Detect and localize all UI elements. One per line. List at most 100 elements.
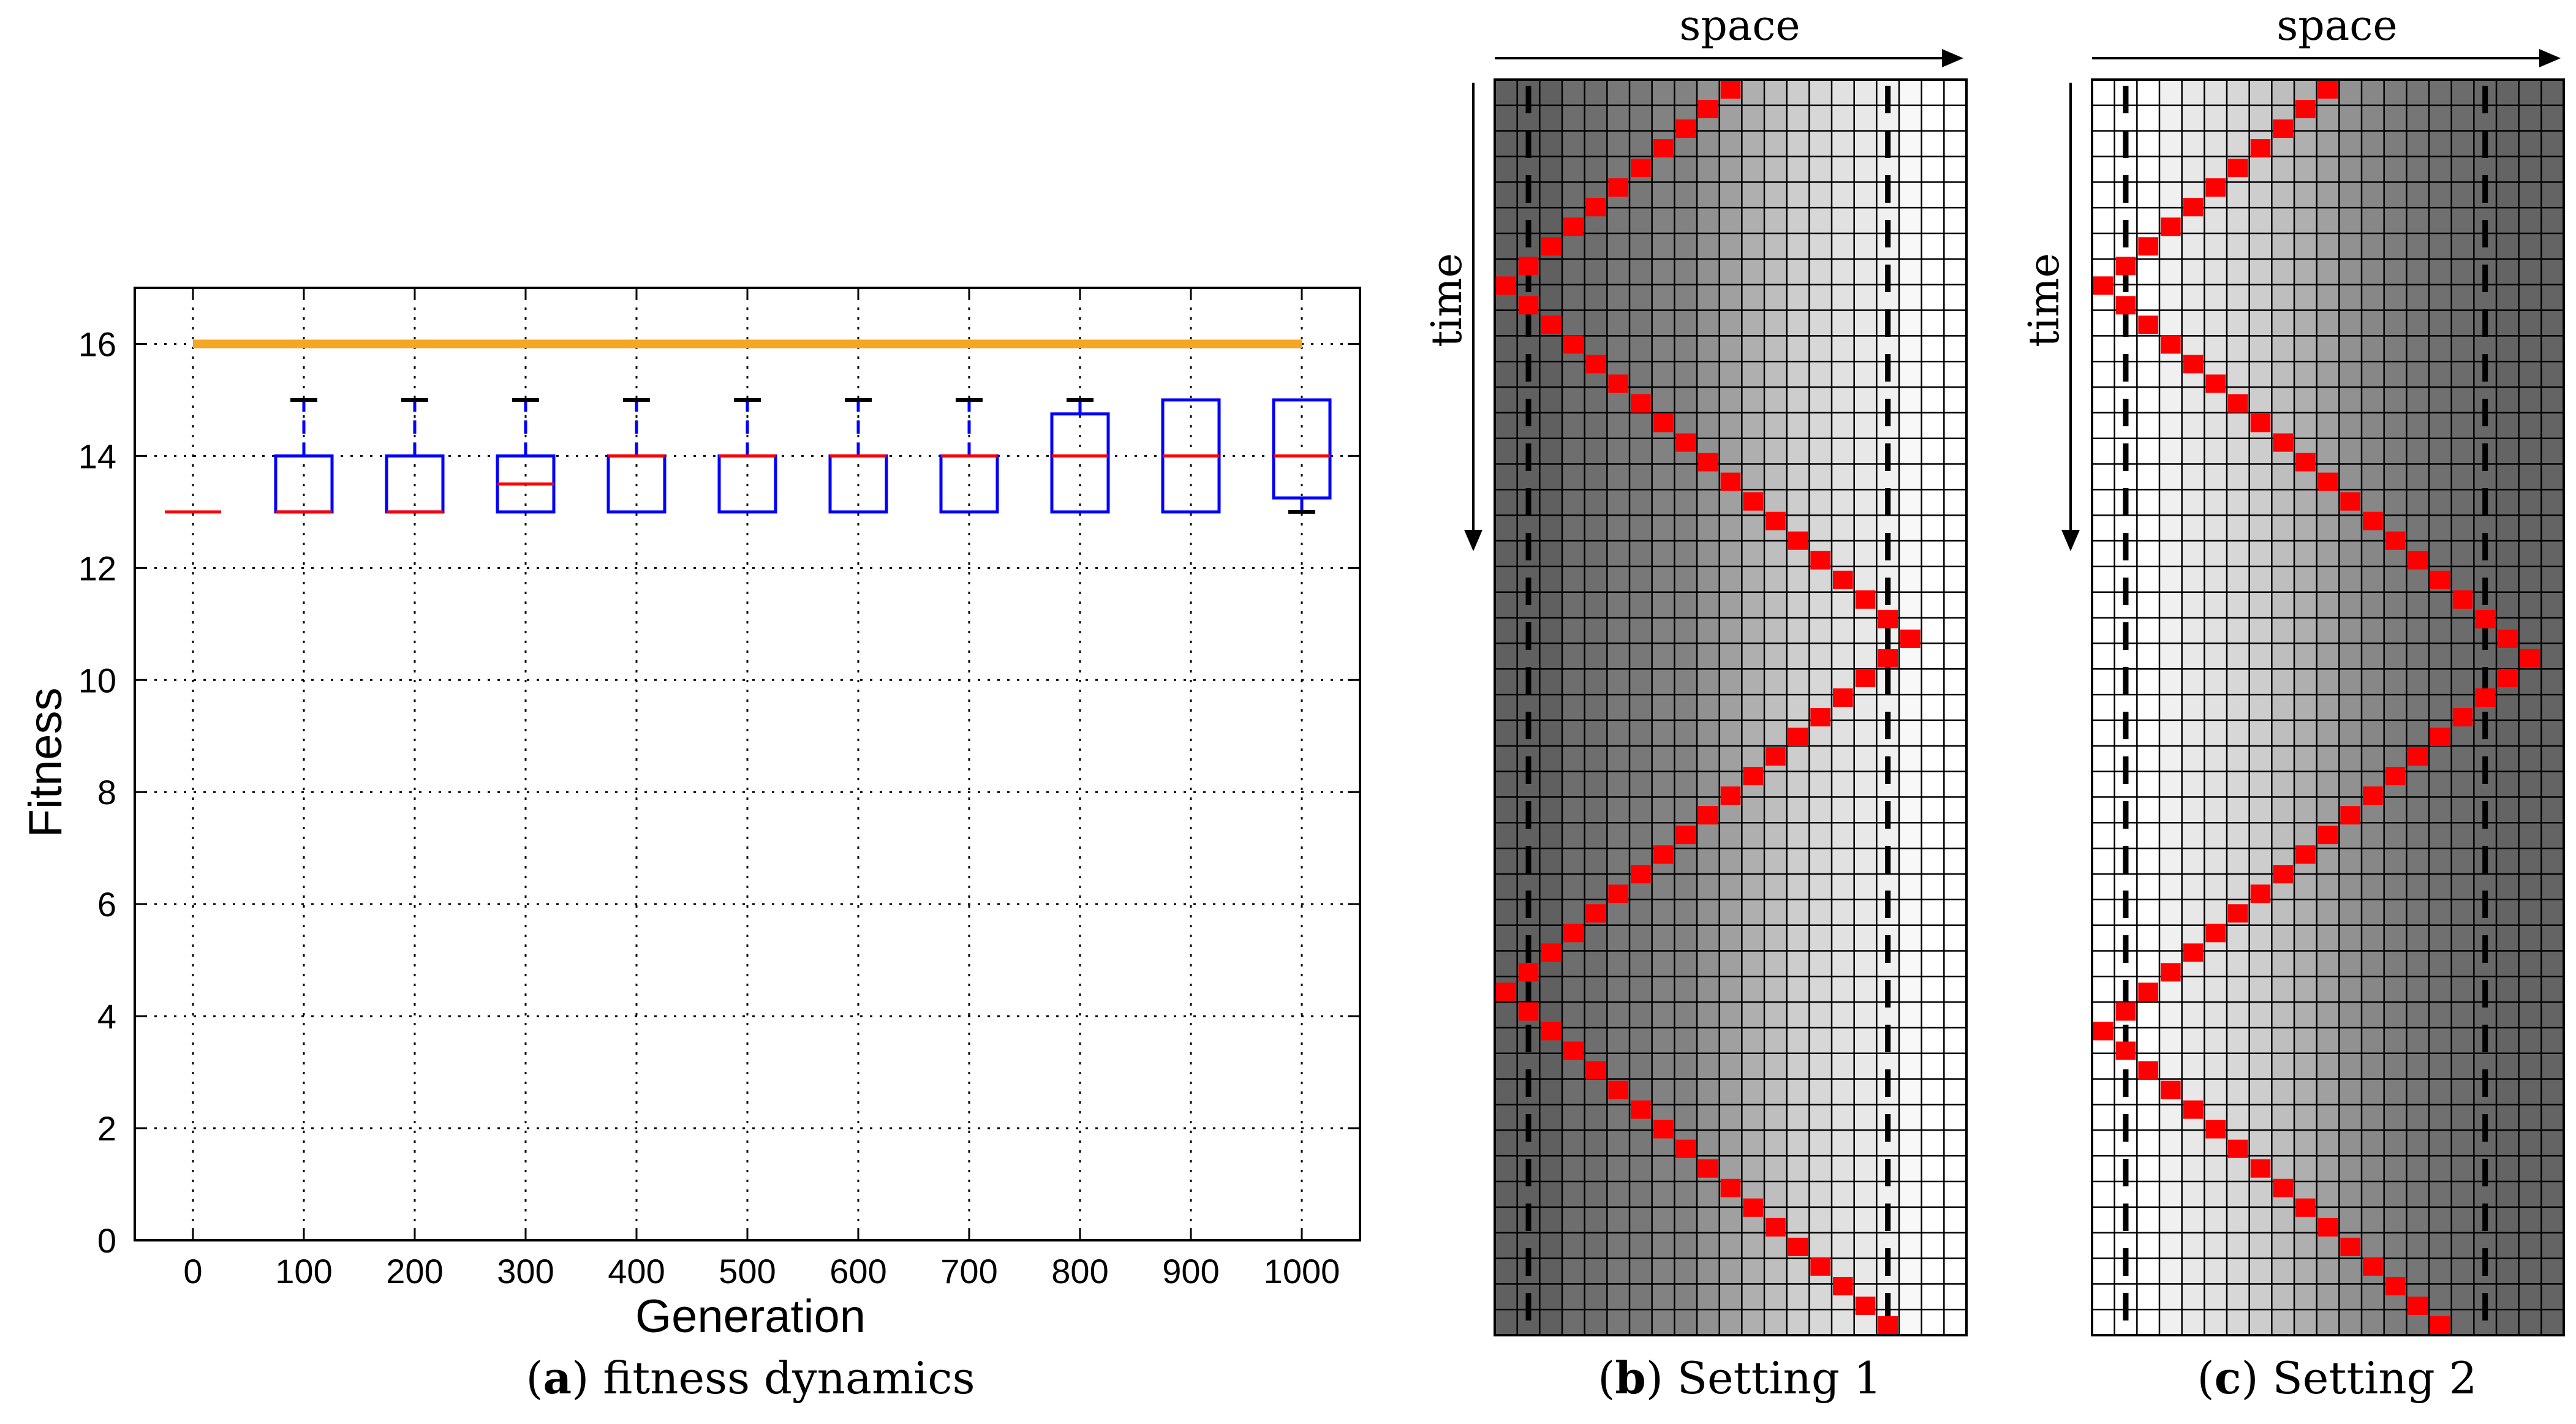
- trajectory-cell: [1631, 865, 1651, 884]
- trajectory-cell: [2115, 1041, 2136, 1060]
- trajectory-cell: [2228, 159, 2248, 178]
- column-shade: [1921, 80, 1944, 1335]
- caption-b-letter: b: [1615, 1352, 1645, 1404]
- trajectory-cell: [2475, 609, 2495, 628]
- trajectory-cell: [2205, 1120, 2226, 1139]
- trajectory-cell: [1743, 492, 1763, 511]
- column-shade: [1495, 80, 1518, 1335]
- grid-frame: [1494, 78, 1968, 1336]
- trajectory-cell: [1585, 1061, 1606, 1080]
- space-axis-label: space: [2276, 2, 2397, 50]
- trajectory-cell: [2273, 119, 2293, 138]
- trajectory-cell: [2228, 394, 2248, 413]
- column-shade: [1764, 80, 1788, 1335]
- trajectory-cell: [2317, 80, 2338, 99]
- trajectory-cell: [2250, 413, 2271, 432]
- trajectory-cell: [1833, 570, 1853, 589]
- column-shade: [1652, 80, 1675, 1335]
- column-shade: [1584, 80, 1607, 1335]
- time-axis-label: time: [2020, 253, 2069, 347]
- trajectory-cell: [2385, 531, 2406, 550]
- column-shade: [2541, 80, 2564, 1335]
- trajectory-cell: [1518, 963, 1539, 982]
- column-shade: [1742, 80, 1765, 1335]
- trajectory-cell: [1698, 453, 1718, 472]
- trajectory-cell: [2363, 1257, 2383, 1276]
- trajectory-cell: [1608, 374, 1628, 393]
- trajectory-cell: [2183, 355, 2204, 374]
- trajectory-cell: [1608, 884, 1628, 903]
- trajectory-cell: [1766, 747, 1786, 766]
- column-shade: [1539, 80, 1563, 1335]
- caption-c: (c) Setting 2: [2197, 1352, 2477, 1404]
- trajectory-cell: [2385, 1276, 2406, 1295]
- space-axis-label: space: [1679, 2, 1800, 50]
- x-axis-title: Generation: [635, 1290, 866, 1343]
- trajectory-cell: [2093, 1022, 2113, 1041]
- x-tick-label: 0: [183, 1252, 202, 1290]
- trajectory-cell: [2250, 139, 2271, 158]
- trajectory-cell: [2295, 453, 2316, 472]
- trajectory-cell: [1631, 394, 1651, 413]
- trajectory-cell: [2115, 257, 2136, 276]
- caption-a-text: fitness dynamics: [603, 1352, 975, 1404]
- column-shade: [1944, 80, 1967, 1335]
- column-shade: [2451, 80, 2474, 1335]
- trajectory-cell: [2317, 472, 2338, 491]
- time-arrow-head: [1464, 530, 1483, 551]
- box-body: [1272, 398, 1332, 500]
- trajectory-cell: [2408, 747, 2428, 766]
- column-shade: [2316, 80, 2340, 1335]
- column-shade: [2181, 80, 2205, 1335]
- trajectory-cell: [1585, 904, 1606, 923]
- trajectory-cell: [2273, 865, 2293, 884]
- column-shade: [1854, 80, 1877, 1335]
- space-time-grid: [2091, 78, 2565, 1336]
- trajectory-cell: [1810, 708, 1830, 727]
- trajectory-cell: [1563, 1041, 1584, 1060]
- trajectory-cell: [2520, 649, 2540, 668]
- trajectory-cell: [1541, 1022, 1561, 1041]
- trajectory-cell: [1743, 767, 1763, 786]
- trajectory-cell: [2295, 100, 2316, 119]
- time-arrow-head: [2061, 530, 2080, 551]
- trajectory-cell: [2183, 198, 2204, 217]
- trajectory-cell: [2115, 296, 2136, 315]
- column-shade: [1562, 80, 1585, 1335]
- column-shade: [2518, 80, 2542, 1335]
- column-shade: [2092, 80, 2115, 1335]
- trajectory-cell: [2498, 668, 2518, 687]
- x-tick-label: 600: [829, 1252, 886, 1290]
- panel-b-setting-1: space time (b) Setting 1: [1423, 2, 1968, 1404]
- trajectory-cell: [2205, 924, 2226, 943]
- y-axis-title: Fitness: [20, 688, 72, 838]
- trajectory-cell: [1653, 413, 1674, 432]
- space-time-grid: [1494, 78, 1968, 1336]
- trajectory-cell: [1766, 511, 1786, 530]
- x-tick-label: 800: [1051, 1252, 1108, 1290]
- trajectory-cell: [2161, 335, 2181, 354]
- trajectory-cell: [2115, 1002, 2136, 1021]
- trajectory-cell: [1563, 335, 1584, 354]
- grid-frame: [2091, 78, 2565, 1336]
- trajectory-cell: [1675, 119, 1696, 138]
- column-shade: [2137, 80, 2160, 1335]
- trajectory-cell: [2430, 570, 2450, 589]
- column-shade: [2204, 80, 2227, 1335]
- trajectory-cell: [2228, 1139, 2248, 1158]
- trajectory-cell: [2408, 1296, 2428, 1315]
- trajectory-cell: [1878, 1316, 1898, 1335]
- trajectory-cell: [2385, 767, 2406, 786]
- trajectory-cell: [2250, 1159, 2271, 1178]
- box-100: [274, 397, 334, 514]
- trajectory-cell: [2093, 276, 2113, 295]
- y-tick-label: 0: [97, 1221, 116, 1260]
- box-1000: [1272, 398, 1332, 514]
- trajectory-cell: [2430, 1316, 2450, 1335]
- trajectory-cell: [2363, 786, 2383, 805]
- trajectory-cell: [2205, 178, 2226, 197]
- column-shade: [1899, 80, 1922, 1335]
- column-shade: [1607, 80, 1630, 1335]
- x-tick-label: 200: [386, 1252, 443, 1290]
